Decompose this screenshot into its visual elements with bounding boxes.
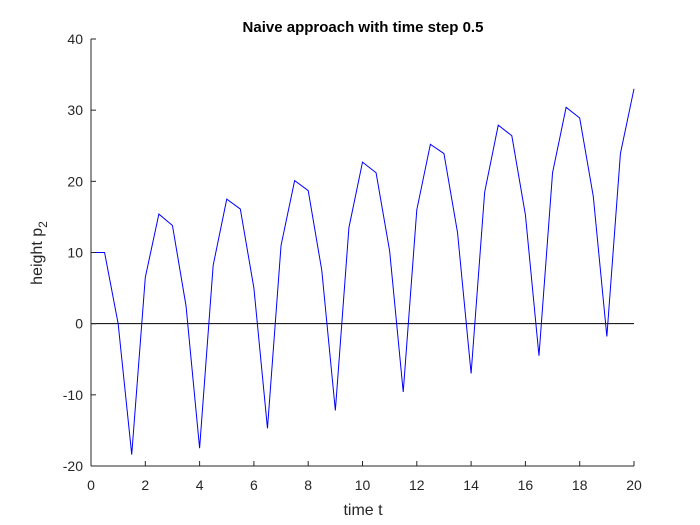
series-line [91, 88, 635, 455]
y-tick-label: -20 [63, 458, 83, 474]
x-tick-label: 2 [141, 477, 149, 493]
y-tick-label: -10 [63, 387, 83, 403]
y-axis-label-main: height p [29, 228, 46, 285]
x-axis-label: time t [343, 502, 383, 519]
y-tick-label: 10 [67, 245, 83, 261]
x-tick-label: 6 [250, 477, 258, 493]
plot-area [91, 39, 634, 466]
x-tick-label: 4 [196, 477, 204, 493]
x-tick-label: 0 [87, 477, 95, 493]
x-axis-ticks: 0 2 4 6 8 10 12 14 16 18 20 [87, 461, 642, 493]
plot-background [91, 39, 634, 466]
y-axis-ticks: -20 -10 0 10 20 30 40 [63, 31, 96, 474]
x-tick-label: 18 [572, 477, 588, 493]
y-axis-label-subscript: 2 [36, 221, 50, 228]
x-tick-label: 20 [626, 477, 642, 493]
x-tick-label: 14 [463, 477, 479, 493]
chart-title: Naive approach with time step 0.5 [243, 19, 484, 36]
y-tick-label: 40 [67, 31, 83, 47]
x-tick-label: 8 [304, 477, 312, 493]
y-axis-label: height p2 [29, 221, 50, 285]
x-tick-label: 16 [518, 477, 534, 493]
y-tick-label: 20 [67, 173, 83, 189]
y-tick-label: 30 [67, 102, 83, 118]
x-tick-label: 10 [355, 477, 371, 493]
x-tick-label: 12 [409, 477, 425, 493]
y-tick-label: 0 [75, 316, 83, 332]
